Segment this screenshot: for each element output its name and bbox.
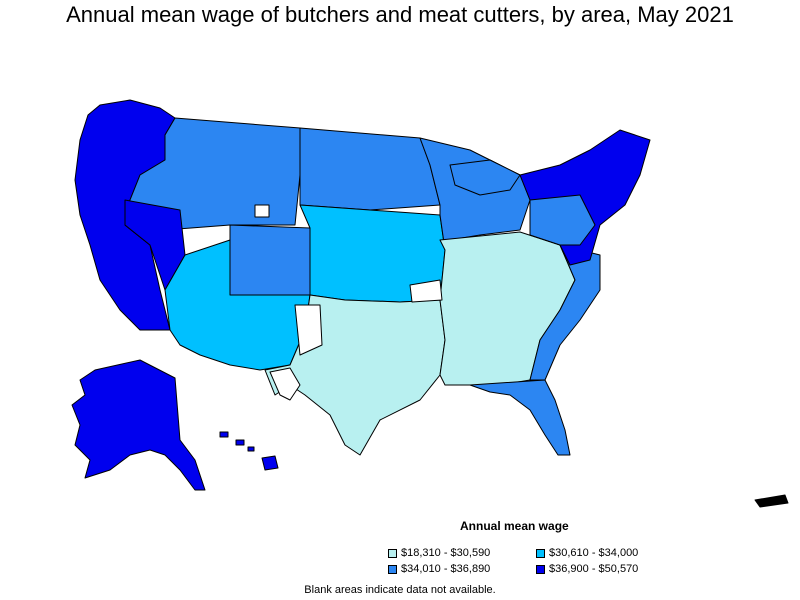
legend-item-1: $18,310 - $30,590 — [388, 547, 536, 559]
legend-label-4: $36,900 - $50,570 — [549, 563, 639, 575]
region-no-data-nm — [294, 304, 323, 356]
map-title: Annual mean wage of butchers and meat cu… — [66, 2, 734, 27]
region-hawaii-islands — [219, 431, 255, 452]
region-no-data-wy — [254, 204, 270, 218]
legend-swatch-3 — [388, 564, 397, 574]
legend-label-1: $18,310 - $30,590 — [401, 547, 491, 559]
region-alaska — [71, 359, 206, 491]
region-hawaii — [261, 455, 279, 471]
region-mid-atlantic — [529, 194, 596, 246]
legend-swatch-2 — [536, 548, 545, 558]
region-great-lakes-north — [449, 159, 521, 196]
region-no-data-texas — [269, 367, 301, 401]
legend-swatch-4 — [536, 564, 545, 574]
region-no-data-ok — [409, 279, 443, 303]
legend-swatch-1 — [388, 548, 397, 558]
legend-title: Annual mean wage — [460, 519, 569, 533]
region-puerto-rico — [754, 494, 789, 508]
legend-label-3: $34,010 - $36,890 — [401, 563, 491, 575]
region-florida — [469, 379, 571, 456]
blank-areas-note: Blank areas indicate data not available. — [304, 584, 496, 596]
region-colorado — [229, 224, 311, 296]
legend-item-4: $36,900 - $50,570 — [536, 563, 684, 575]
region-south-central — [439, 231, 576, 386]
legend-item-3: $34,010 - $36,890 — [388, 563, 536, 575]
legend-item-2: $30,610 - $34,000 — [536, 547, 684, 559]
region-north-plains — [299, 127, 441, 211]
legend: $18,310 - $30,590 $30,610 - $34,000 $34,… — [388, 545, 688, 577]
legend-label-2: $30,610 - $34,000 — [549, 547, 639, 559]
